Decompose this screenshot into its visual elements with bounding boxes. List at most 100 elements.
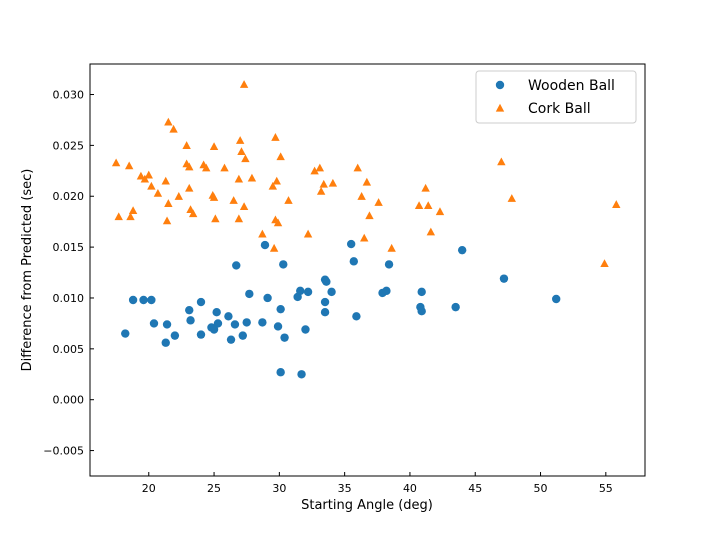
legend-label-cork-ball: Cork Ball xyxy=(528,101,591,117)
x-tick-label: 45 xyxy=(468,482,482,495)
x-tick-label: 50 xyxy=(534,482,548,495)
wooden-ball-point xyxy=(170,331,180,340)
wooden-ball-point xyxy=(552,294,561,304)
wooden-ball-point xyxy=(230,320,240,329)
series-wooden-ball xyxy=(121,239,561,379)
y-tick-label: 0.010 xyxy=(53,292,85,305)
y-tick-label: 0.030 xyxy=(53,89,85,102)
x-tick-label: 30 xyxy=(272,482,286,495)
wooden-ball-point xyxy=(162,320,172,329)
cork-ball-point xyxy=(247,173,257,182)
y-axis-label: Difference from Predicted (sec) xyxy=(20,169,35,372)
wooden-ball-point xyxy=(301,325,310,334)
x-tick-label: 55 xyxy=(599,482,613,495)
cork-ball-point xyxy=(284,196,293,204)
wooden-ball-point xyxy=(457,245,467,255)
wooden-ball-point xyxy=(238,331,247,340)
wooden-ball-point xyxy=(499,274,509,283)
x-tick-label: 40 xyxy=(403,482,417,495)
cork-ball-point xyxy=(140,174,150,183)
cork-ball-point xyxy=(303,229,313,238)
series-cork-ball xyxy=(111,80,621,267)
cork-ball-point xyxy=(239,202,249,210)
cork-ball-point xyxy=(128,206,138,215)
wooden-ball-point xyxy=(384,260,394,269)
wooden-ball-point xyxy=(232,261,241,270)
cork-ball-point xyxy=(612,200,621,208)
y-tick-label: 0.005 xyxy=(53,343,85,356)
wooden-ball-point xyxy=(417,287,426,297)
cork-ball-point xyxy=(435,207,445,216)
cork-ball-point xyxy=(365,211,374,220)
cork-ball-point xyxy=(426,227,436,236)
cork-ball-point xyxy=(185,162,194,171)
cork-ball-point xyxy=(414,201,424,209)
wooden-ball-point xyxy=(276,368,285,377)
y-tick-label: 0.000 xyxy=(53,394,85,407)
wooden-ball-point xyxy=(121,329,130,338)
cork-ball-point xyxy=(353,163,362,172)
wooden-ball-point xyxy=(224,312,233,321)
wooden-ball-point xyxy=(263,293,272,303)
wooden-ball-point xyxy=(352,312,361,321)
wooden-ball-point xyxy=(196,297,206,307)
cork-ball-point xyxy=(164,199,173,207)
wooden-ball-point xyxy=(128,295,138,305)
cork-ball-point xyxy=(162,216,172,225)
cork-ball-point xyxy=(237,147,246,156)
wooden-ball-point xyxy=(212,308,221,317)
plot-frame xyxy=(89,63,646,477)
wooden-ball-point xyxy=(226,335,236,344)
cork-ball-point xyxy=(147,181,156,190)
cork-ball-point xyxy=(357,192,366,200)
cork-ball-point xyxy=(126,212,135,221)
wooden-ball-point xyxy=(149,319,159,328)
cork-ball-point xyxy=(234,214,244,223)
cork-ball-point xyxy=(273,218,283,227)
cork-ball-point xyxy=(211,214,220,223)
cork-ball-point xyxy=(241,154,250,163)
cork-ball-point xyxy=(271,133,280,141)
wooden-ball-point xyxy=(147,295,156,305)
cork-ball-point xyxy=(362,177,372,186)
wooden-ball-point xyxy=(322,277,331,286)
x-tick-label: 25 xyxy=(207,482,221,495)
cork-ball-point xyxy=(188,209,198,218)
y-tick-label: −0.005 xyxy=(43,445,84,458)
wooden-ball-point xyxy=(349,257,358,266)
x-tick-label: 35 xyxy=(338,482,352,495)
cork-ball-point xyxy=(387,243,396,252)
cork-ball-point xyxy=(202,163,211,172)
data-points xyxy=(111,80,621,379)
wooden-ball-point xyxy=(161,338,170,347)
wooden-ball-point xyxy=(382,286,391,296)
legend-marker-cork-ball xyxy=(495,103,505,112)
cork-ball-point xyxy=(600,259,609,267)
cork-ball-point xyxy=(161,176,170,185)
wooden-ball-point xyxy=(451,302,460,312)
cork-ball-point xyxy=(421,183,430,192)
cork-ball-point xyxy=(315,163,325,172)
wooden-ball-point xyxy=(245,289,254,299)
cork-ball-point xyxy=(234,174,244,183)
wooden-ball-point xyxy=(276,304,285,314)
cork-ball-point xyxy=(164,117,173,126)
legend: Wooden Ball Cork Ball xyxy=(475,70,637,124)
wooden-ball-point xyxy=(213,319,223,328)
cork-ball-point xyxy=(424,201,433,209)
cork-ball-point xyxy=(268,181,278,190)
cork-ball-point xyxy=(507,194,516,202)
y-tick-label: 0.020 xyxy=(53,190,85,203)
cork-ball-point xyxy=(174,192,183,200)
legend-marker-wooden-ball xyxy=(495,80,505,90)
cork-ball-point xyxy=(124,161,134,170)
wooden-ball-point xyxy=(273,322,283,331)
cork-ball-point xyxy=(235,136,245,144)
legend-label-wooden-ball: Wooden Ball xyxy=(528,78,615,94)
cork-ball-point xyxy=(258,229,267,238)
x-axis-label: Starting Angle (deg) xyxy=(301,498,433,513)
cork-ball-point xyxy=(144,170,153,179)
cork-ball-point xyxy=(374,198,383,206)
wooden-ball-point xyxy=(185,305,194,315)
